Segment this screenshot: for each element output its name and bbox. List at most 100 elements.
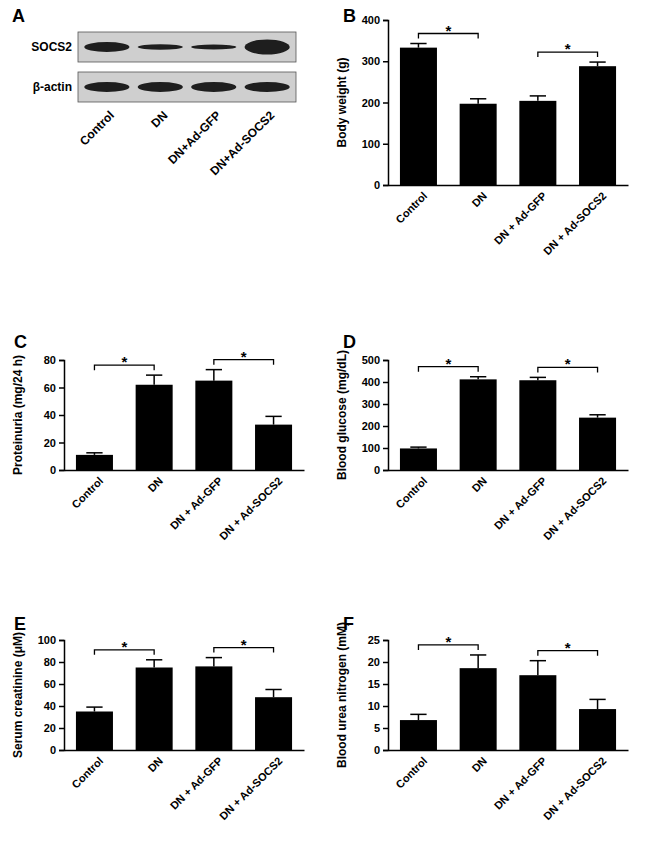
error-stem: [273, 416, 275, 424]
bar: [136, 385, 173, 470]
blot-panel: ASOCS2β-actinControlDNDN+Ad-GFPDN+Ad-SOC…: [12, 6, 296, 178]
error-bar: [530, 96, 546, 101]
tick-label: 40: [44, 700, 56, 712]
significance-bracket: *: [214, 636, 274, 653]
band: [138, 44, 183, 50]
axis-line: [383, 641, 389, 751]
tick-label: 10: [368, 700, 380, 712]
tick-label: DN + Ad-GFP: [492, 189, 549, 246]
tick-label: 60: [44, 678, 56, 690]
y-tick: 40: [44, 409, 64, 421]
error-bar: [530, 377, 546, 380]
significance-label: *: [241, 636, 247, 653]
y-axis-title: Blood urea nitrogen (mM): [335, 622, 349, 768]
error-stem: [597, 699, 599, 709]
tick-label: Control: [393, 474, 429, 510]
tick-label: DN: [469, 189, 489, 209]
tick-label: 0: [50, 464, 56, 476]
tick-label: 0: [374, 179, 380, 191]
error-cap: [589, 61, 605, 63]
bar-panel: 020406080100ControlDNDN + Ad-GFPDN + Ad-…: [11, 632, 305, 822]
band: [84, 82, 129, 92]
error-bar: [146, 660, 162, 668]
y-tick: 0: [50, 464, 64, 476]
tick-label: 100: [362, 442, 380, 454]
axis-line: [383, 361, 389, 471]
plot-marks: [400, 44, 616, 185]
error-cap: [589, 699, 605, 701]
tick-mark: [383, 426, 388, 428]
significance-bracket: *: [538, 355, 598, 372]
error-stem: [273, 690, 275, 698]
axis-line: [65, 470, 305, 472]
tick-mark: [383, 144, 388, 146]
error-stem: [213, 658, 215, 667]
y-tick: 0: [374, 179, 388, 191]
significance-label: *: [121, 353, 127, 370]
significance-bracket: *: [418, 22, 478, 39]
bar: [460, 668, 497, 750]
band: [191, 45, 236, 50]
tick-label: 20: [368, 656, 380, 668]
bar-panel: 020406080ControlDNDN + Ad-GFPDN + Ad-SOC…: [11, 348, 305, 542]
y-tick: 5: [374, 722, 388, 734]
tick-mark: [383, 360, 388, 362]
y-axis-title: Blood glucose (mg/dL): [335, 350, 349, 480]
tick-mark: [383, 684, 388, 686]
x-tick: DN + Ad-SOCS2: [217, 470, 285, 542]
error-cap: [470, 654, 486, 656]
lane-label: Control: [77, 108, 117, 148]
y-axis: 0100200300400500: [362, 354, 389, 476]
bar: [460, 379, 497, 470]
tick-label: 15: [368, 678, 380, 690]
y-tick: 200: [362, 420, 388, 432]
bar: [579, 66, 616, 185]
error-bar: [86, 453, 102, 455]
y-tick: 0: [374, 744, 388, 756]
y-tick: 200: [362, 97, 388, 109]
significance-bracket: *: [538, 40, 598, 57]
tick-label: DN + Ad-GFP: [168, 754, 225, 811]
x-tick: DN + Ad-SOCS2: [541, 470, 609, 542]
bar-panel: 0100200300400ControlDNDN + Ad-GFPDN + Ad…: [335, 14, 629, 257]
bar: [460, 104, 497, 185]
lane-label: DN+Ad-SOCS2: [207, 108, 277, 178]
tick-mark: [383, 404, 388, 406]
tick-mark: [59, 706, 64, 708]
error-cap: [470, 98, 486, 100]
tick-label: Control: [393, 189, 429, 225]
tick-label: 300: [362, 55, 380, 67]
panel-label: F: [343, 614, 354, 634]
bar: [400, 720, 437, 750]
tick-label: 80: [44, 354, 56, 366]
band: [245, 40, 290, 55]
error-bar: [410, 44, 426, 48]
x-tick: Control: [393, 470, 429, 511]
tick-mark: [383, 750, 388, 752]
tick-label: DN + Ad-SOCS2: [541, 474, 609, 542]
error-bar: [470, 377, 486, 380]
tick-mark: [59, 640, 64, 642]
y-tick: 100: [362, 138, 388, 150]
significance-bracket: *: [538, 639, 598, 656]
x-tick: DN + Ad-GFP: [168, 470, 225, 532]
bar-panel: 0510152025ControlDNDN + Ad-GFPDN + Ad-SO…: [335, 622, 629, 822]
error-cap: [86, 452, 102, 454]
panel-label: A: [12, 6, 25, 26]
tick-label: 300: [362, 398, 380, 410]
bar: [255, 425, 292, 470]
error-bar: [265, 690, 281, 698]
tick-label: 0: [374, 464, 380, 476]
significance-label: *: [445, 355, 451, 372]
x-tick: DN + Ad-GFP: [168, 750, 225, 812]
tick-label: 0: [50, 744, 56, 756]
y-tick: 15: [368, 678, 388, 690]
tick-label: DN: [469, 474, 489, 494]
significance-label: *: [445, 633, 451, 650]
tick-mark: [59, 470, 64, 472]
bar: [519, 380, 556, 470]
tick-mark: [383, 20, 388, 22]
x-tick: Control: [393, 185, 429, 226]
x-tick: DN + Ad-GFP: [492, 470, 549, 532]
tick-label: 80: [44, 656, 56, 668]
